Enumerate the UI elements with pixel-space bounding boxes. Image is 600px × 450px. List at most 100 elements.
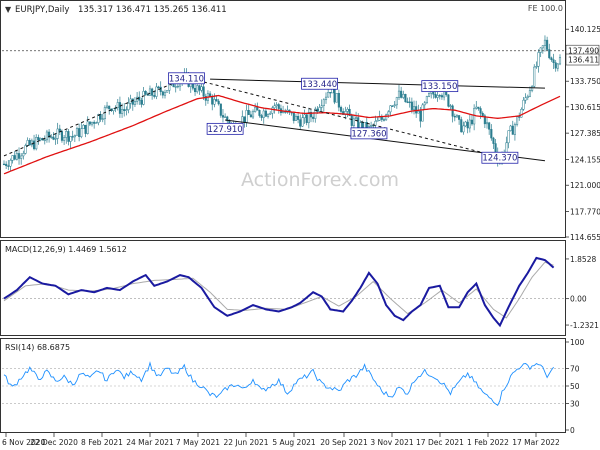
- price-annotation-label: 133.150: [422, 82, 457, 92]
- candle-body: [224, 116, 227, 118]
- candle-body: [277, 104, 280, 109]
- candle-body: [80, 128, 83, 137]
- candle-body: [82, 124, 85, 130]
- candle-body: [483, 115, 486, 125]
- x-tick-label: 24 Mar 2021: [126, 438, 174, 447]
- candle-body: [382, 119, 386, 121]
- candle-body: [528, 90, 531, 97]
- candle-body: [436, 95, 439, 98]
- candle-body: [408, 101, 411, 103]
- candle-body: [35, 137, 38, 150]
- candle-body: [477, 106, 480, 109]
- candle-body: [453, 116, 456, 118]
- candle-body: [505, 142, 508, 154]
- candle-body: [142, 90, 145, 105]
- rsi-y-tick-label: 50: [570, 382, 580, 391]
- candle-body: [258, 110, 261, 116]
- last-price-tag: [565, 53, 600, 66]
- rsi-line: [3, 361, 554, 406]
- candle-body: [217, 100, 220, 105]
- candle-body: [71, 136, 74, 138]
- candle-body: [84, 124, 87, 134]
- candle-body: [455, 115, 459, 118]
- candle-body: [5, 163, 8, 166]
- candle-body: [60, 131, 64, 141]
- last-price-text: 136.411: [568, 56, 599, 65]
- price-annotation-label: 127.910: [208, 125, 243, 135]
- candle-body: [346, 108, 349, 112]
- candle-body: [200, 86, 203, 91]
- rsi-y-tick-label: 0: [570, 426, 575, 435]
- candle-body: [305, 114, 308, 123]
- candle-body: [204, 96, 207, 101]
- candle-body: [101, 118, 104, 120]
- level-price-text: 137.490: [568, 47, 599, 56]
- candle-body: [262, 110, 265, 118]
- candle-body: [348, 108, 351, 117]
- dashed-trend-line: [186, 77, 516, 162]
- candle-body: [509, 125, 512, 131]
- candle-body: [320, 105, 323, 108]
- candle-body: [159, 86, 162, 92]
- candle-body: [464, 121, 467, 127]
- macd-y-tick-label: 1.8528: [570, 255, 596, 264]
- x-tick-label: 5 Aug 2021: [272, 438, 315, 447]
- y-tick-label: 117.770: [570, 208, 600, 217]
- candle-body: [249, 114, 252, 118]
- candle-body: [155, 86, 158, 97]
- candle-body: [125, 109, 128, 111]
- candle-body: [297, 115, 300, 120]
- candle-body: [412, 106, 416, 110]
- moving-average-line: [3, 94, 561, 175]
- candle-body: [417, 110, 420, 114]
- x-tick-label: 22 Jun 2021: [223, 438, 268, 447]
- candle-body: [494, 143, 497, 153]
- candle-body: [329, 92, 332, 94]
- candle-body: [37, 137, 40, 141]
- candle-body: [269, 112, 272, 115]
- candle-body: [95, 122, 98, 124]
- candle-body: [535, 65, 538, 68]
- candle-body: [90, 121, 94, 125]
- y-tick-label: 130.615: [570, 103, 600, 112]
- candle-body: [516, 116, 519, 125]
- candle-body: [140, 99, 143, 105]
- candle-body: [112, 108, 115, 111]
- candle-body: [342, 111, 345, 115]
- candle-body: [410, 101, 413, 110]
- rsi-y-tick-label: 70: [570, 364, 580, 373]
- candle-body: [226, 116, 229, 122]
- candle-body: [88, 121, 91, 125]
- candle-body: [251, 111, 255, 118]
- candle-body: [221, 115, 225, 118]
- candle-body: [520, 109, 523, 118]
- macd-line: [3, 256, 555, 328]
- y-tick-label: 140.125: [570, 25, 600, 34]
- candle-body: [406, 101, 409, 103]
- candle-body: [30, 140, 33, 146]
- fe-label: FE 100.0: [528, 4, 563, 13]
- candle-body: [58, 128, 61, 132]
- candle-body: [438, 95, 441, 97]
- candle-body: [48, 131, 51, 138]
- x-tick-label: 20 Sep 2021: [320, 438, 368, 447]
- candle-body: [245, 110, 248, 123]
- candle-body: [97, 114, 100, 123]
- candle-body: [65, 131, 68, 138]
- candle-body: [537, 52, 540, 67]
- price-annotation-box: [350, 127, 388, 140]
- candle-body: [327, 92, 330, 98]
- candle-body: [404, 93, 407, 103]
- candle-body: [393, 104, 396, 107]
- candle-body: [419, 110, 422, 122]
- candle-body: [389, 105, 392, 113]
- candle-body: [339, 106, 343, 112]
- candle-body: [324, 96, 328, 101]
- price-annotation-box: [206, 122, 244, 135]
- candle-body: [73, 135, 76, 138]
- header-triangle-icon[interactable]: ▼: [5, 5, 12, 14]
- candle-body: [33, 140, 36, 150]
- candle-body: [303, 114, 306, 119]
- candle-body: [299, 119, 302, 127]
- price-chart-layer: 134.110 133.440 133.150 127.910 127.360 124.3…: [2, 35, 564, 175]
